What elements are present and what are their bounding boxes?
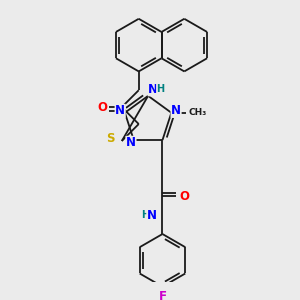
Text: N: N [148, 83, 158, 96]
Text: O: O [179, 190, 189, 203]
Text: CH₃: CH₃ [188, 108, 207, 117]
Text: F: F [158, 290, 166, 300]
Text: N: N [147, 209, 157, 222]
Text: N: N [171, 104, 181, 117]
Text: N: N [126, 136, 136, 149]
Text: N: N [115, 104, 125, 117]
Text: S: S [106, 132, 114, 145]
Text: H: H [157, 84, 165, 94]
Text: H: H [141, 210, 149, 220]
Text: O: O [97, 100, 107, 114]
